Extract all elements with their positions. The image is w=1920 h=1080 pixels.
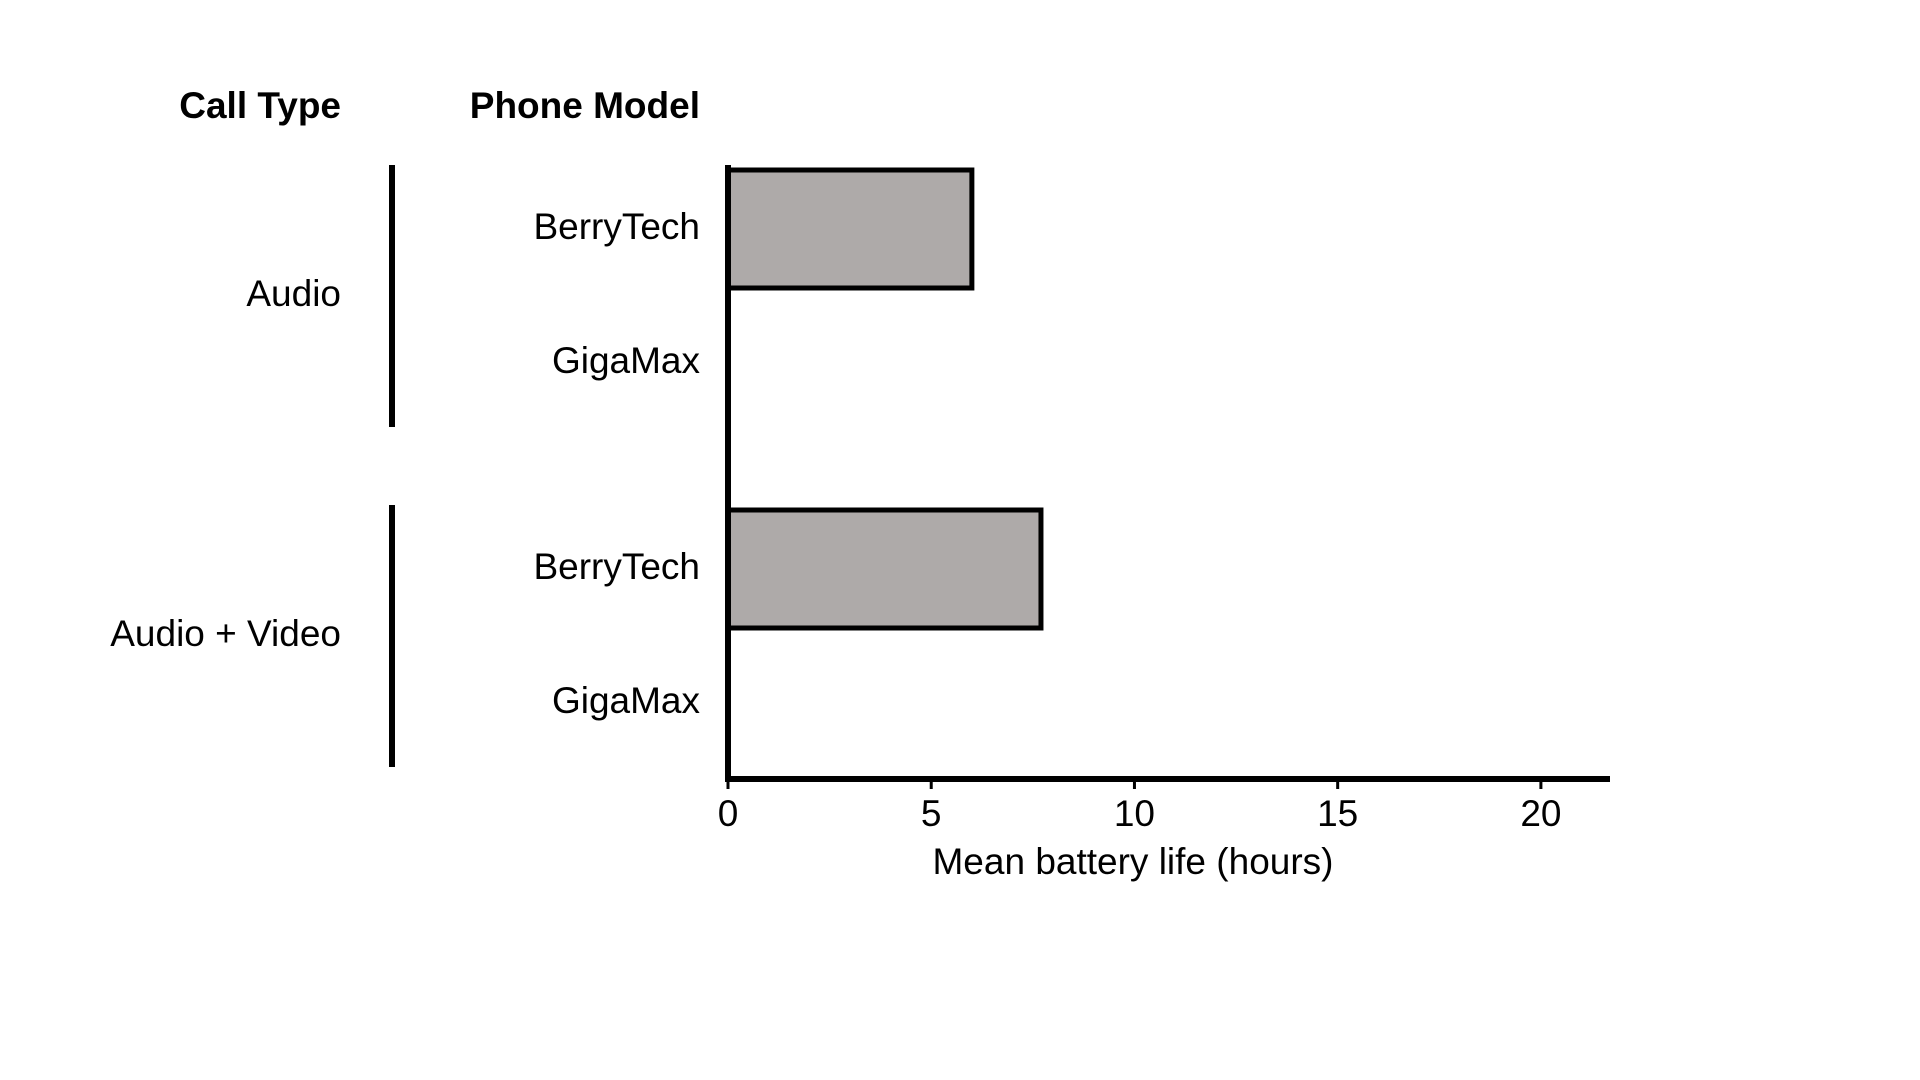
group-label: Audio xyxy=(246,273,341,314)
y-tick-label: BerryTech xyxy=(533,206,700,247)
y-tick-label: GigaMax xyxy=(552,340,701,381)
y-tick-label: BerryTech xyxy=(533,546,700,587)
x-tick-label: 10 xyxy=(1114,793,1155,834)
x-tick-label: 5 xyxy=(921,793,942,834)
x-tick-label: 0 xyxy=(718,793,739,834)
bar xyxy=(725,167,975,291)
y-tick-label: GigaMax xyxy=(552,680,701,721)
x-tick-label: 20 xyxy=(1520,793,1561,834)
group-label: Audio + Video xyxy=(110,613,341,654)
x-tick-label: 15 xyxy=(1317,793,1358,834)
category-header: Phone Model xyxy=(470,85,700,126)
bar xyxy=(725,507,1044,631)
x-axis-label: Mean battery life (hours) xyxy=(932,841,1333,882)
group-header: Call Type xyxy=(179,85,341,126)
